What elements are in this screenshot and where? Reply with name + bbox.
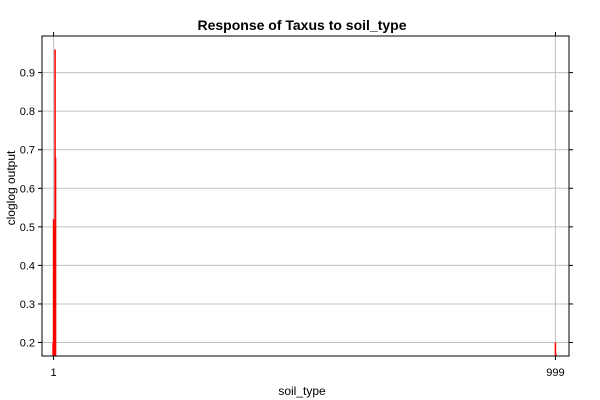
y-tick-label: 0.3: [20, 299, 35, 311]
plot-area: [42, 36, 569, 356]
x-axis-label: soil_type: [278, 384, 326, 398]
x-tick-label: 999: [546, 367, 564, 379]
bar: [52, 219, 55, 356]
y-tick-label: 0.4: [20, 260, 35, 272]
y-tick-label: 0.9: [20, 68, 35, 80]
y-tick-label: 0.8: [20, 106, 35, 118]
bars: [52, 49, 557, 356]
x-tick-label: 1: [51, 367, 57, 379]
bar: [54, 157, 57, 356]
y-tick-label: 0.5: [20, 222, 35, 234]
y-axis: 0.2 0.3 0.4 0.5 0.6 0.7 0.8 0.9: [20, 68, 573, 350]
x-axis: 1 999: [51, 32, 565, 379]
plot-frame: [41, 35, 570, 357]
y-tick-label: 0.2: [20, 338, 35, 350]
y-tick-label: 0.7: [20, 145, 35, 157]
bar: [555, 354, 557, 356]
chart-title: Response of Taxus to soil_type: [197, 17, 406, 33]
gridlines: [42, 72, 569, 344]
y-axis-label: cloglog output: [4, 150, 18, 225]
bar: [554, 342, 557, 356]
y-tick-label: 0.6: [20, 183, 35, 195]
